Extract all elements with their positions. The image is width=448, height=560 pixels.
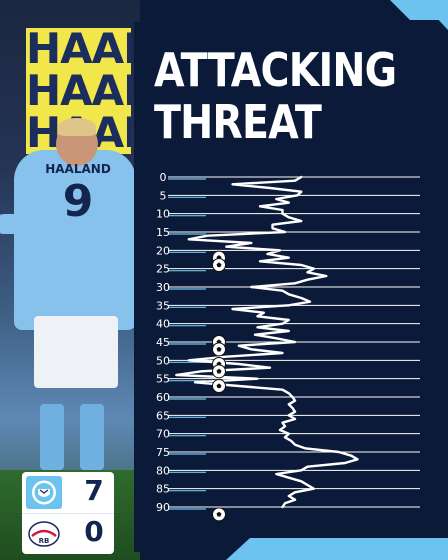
away-score: 0 bbox=[84, 515, 104, 548]
jersey-number: 9 bbox=[62, 176, 94, 227]
home-team-row: 7 bbox=[22, 472, 114, 514]
player-shorts bbox=[34, 316, 118, 388]
y-tick-label: 10 bbox=[156, 208, 170, 221]
scoreboard: 7 RB 0 bbox=[22, 472, 114, 554]
y-tick-label: 5 bbox=[160, 189, 167, 202]
home-score: 7 bbox=[84, 474, 104, 507]
player-sock-right bbox=[80, 404, 104, 470]
page-title: ATTACKING THREAT bbox=[154, 43, 397, 149]
goal-ball-icon bbox=[212, 342, 226, 357]
y-tick-label: 25 bbox=[156, 263, 170, 276]
player-arm bbox=[60, 254, 132, 274]
title-line-2: THREAT bbox=[154, 95, 322, 149]
player-torso bbox=[14, 150, 136, 330]
y-tick-label: 65 bbox=[156, 409, 170, 422]
player-sock-left bbox=[40, 404, 64, 470]
man-city-crest-icon bbox=[26, 476, 62, 509]
goal-ball-icon bbox=[212, 258, 226, 272]
player-hair bbox=[58, 118, 96, 136]
y-tick-label: 60 bbox=[156, 391, 170, 404]
y-tick-label: 30 bbox=[156, 281, 170, 294]
corner-accent-top bbox=[226, 0, 448, 20]
y-tick-label: 0 bbox=[160, 171, 167, 184]
y-tick-label: 85 bbox=[156, 483, 170, 496]
goal-ball-icon bbox=[212, 507, 226, 522]
y-tick-label: 35 bbox=[156, 299, 170, 312]
corner-accent-top-right bbox=[420, 0, 448, 30]
goal-ball-icon bbox=[212, 379, 226, 393]
y-tick-label: 50 bbox=[156, 354, 170, 367]
y-tick-label: 90 bbox=[156, 501, 170, 514]
title-line-1: ATTACKING bbox=[154, 43, 397, 97]
y-tick-label: 80 bbox=[156, 464, 170, 477]
corner-accent-bottom bbox=[226, 538, 448, 560]
y-tick-label: 75 bbox=[156, 446, 170, 459]
y-tick-label: 55 bbox=[156, 373, 170, 386]
svg-text:RB: RB bbox=[39, 537, 50, 545]
y-tick-label: 45 bbox=[156, 336, 170, 349]
y-tick-label: 20 bbox=[156, 244, 170, 257]
rb-leipzig-crest-icon: RB bbox=[28, 521, 60, 547]
y-tick-label: 15 bbox=[156, 226, 170, 239]
threat-line bbox=[175, 175, 359, 509]
away-team-row: RB 0 bbox=[22, 513, 114, 554]
jersey-name: HAALAND bbox=[45, 162, 111, 176]
y-tick-label: 40 bbox=[156, 318, 170, 331]
goal-ball-icon bbox=[212, 364, 226, 379]
y-tick-label: 70 bbox=[156, 428, 170, 441]
